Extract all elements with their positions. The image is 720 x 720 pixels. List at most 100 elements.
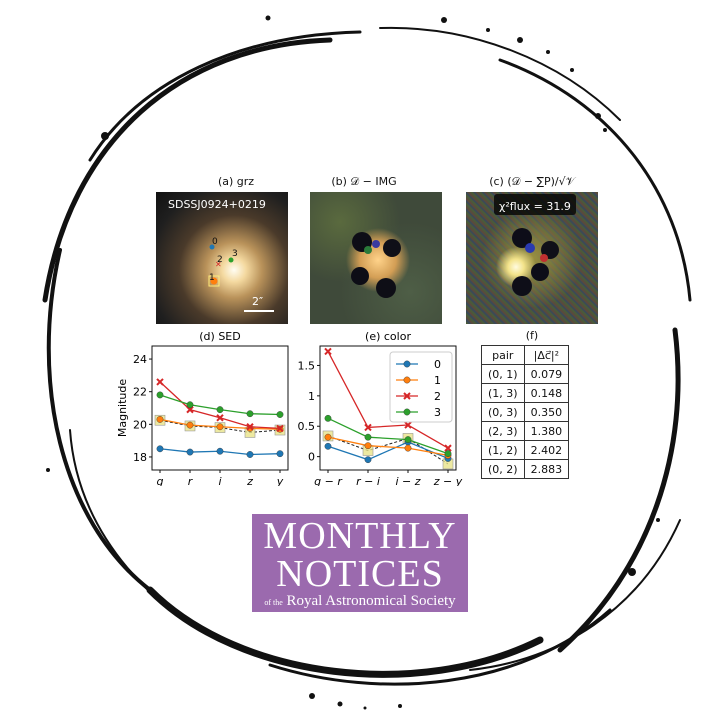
model-line [327, 435, 449, 465]
table-header-distance: |Δc⃗|² [523, 345, 570, 365]
source-label-3: 3 [232, 249, 238, 259]
data-point-2 [156, 378, 164, 386]
table-row: (0, 3) 0.350 [481, 402, 570, 422]
table-cell: 0.148 [523, 383, 570, 403]
data-point-2 [404, 421, 412, 429]
color-chart: (e) color 0 0.5 1 1.5 g − r r − i i − z z − y 0 1 2… [298, 330, 463, 486]
residual-blobs [351, 232, 401, 298]
y-tick-label: 18 [133, 451, 147, 464]
y-tick-label: 1 [308, 390, 315, 403]
scale-bar-label: 2″ [252, 295, 264, 308]
y-tick-label: 24 [133, 353, 147, 366]
x-tick-label: r [188, 475, 194, 486]
data-point-3 [216, 406, 224, 414]
table-cell: 1.380 [523, 421, 570, 441]
legend-label: 0 [434, 358, 441, 371]
y-axis-label: Magnitude [116, 379, 129, 438]
legend-marker [403, 408, 411, 416]
chi-label: χ²flux = 31.9 [499, 200, 571, 213]
table-row: (0, 2) 2.883 [481, 459, 570, 479]
legend-box [389, 351, 453, 423]
data-point-1 [324, 433, 332, 441]
data-point-3 [156, 391, 164, 399]
y-tick-label: 0.5 [298, 420, 316, 433]
scale-bar [244, 310, 274, 312]
journal-logo: MONTHLY NOTICES of the Royal Astronomica… [252, 514, 468, 612]
data-point-3 [404, 436, 412, 444]
data-point-1 [364, 442, 372, 450]
panel-c-title: (c) (𝒟 − ∑P)/√𝒱 [489, 175, 575, 188]
data-point-3 [276, 411, 284, 418]
data-point-3 [246, 410, 254, 418]
data-point-1 [156, 416, 164, 423]
data-point-1 [186, 421, 194, 429]
data-point-0 [246, 451, 254, 458]
table-cell: 2.883 [523, 459, 570, 479]
panel-b-residual-image [310, 192, 442, 324]
table-row: (0, 1) 0.079 [481, 364, 570, 384]
chi-label-box: χ²flux = 31.9 [494, 194, 576, 215]
x-tick-label: i − z [395, 475, 420, 486]
table-cell: (0, 2) [481, 459, 525, 479]
table-cell: (1, 2) [481, 440, 525, 460]
legend-marker [403, 392, 411, 400]
legend-marker [403, 360, 411, 368]
data-point-1 [404, 444, 412, 452]
y-tick-label: 22 [133, 386, 147, 399]
y-tick-label: 1.5 [298, 359, 316, 372]
series-line-2 [159, 381, 281, 430]
panel-a-title: (a) grz [217, 175, 255, 188]
y-tick-label: 0 [308, 451, 315, 464]
x-tick-label: y [276, 475, 284, 486]
data-point-2 [276, 424, 284, 433]
source-label-1: 1 [209, 273, 215, 283]
table-row: (1, 2) 2.402 [481, 440, 570, 460]
chi-blobs [512, 228, 559, 296]
sed-chart: (d) SED 18 20 22 24 g r i z y Magnitude [116, 330, 289, 486]
source-label-2: 2 [217, 255, 223, 265]
series-line-0 [327, 441, 449, 461]
x-tick-label: z − y [433, 475, 463, 486]
data-point-1 [216, 423, 224, 431]
series-line-3 [327, 417, 449, 455]
chart-title: (d) SED [199, 330, 240, 343]
table-cell: 0.079 [523, 364, 570, 384]
data-point-2 [444, 444, 452, 452]
series-line-1 [327, 436, 449, 457]
legend-label: 1 [434, 374, 441, 387]
chart-title: (e) color [365, 330, 411, 343]
panel-b-title: (b) 𝒟 − IMG [331, 175, 397, 188]
logo-line-2: NOTICES [276, 553, 444, 595]
table-cell: 2.402 [523, 440, 570, 460]
data-point-0 [324, 442, 332, 450]
y-tick-label: 20 [133, 418, 147, 431]
legend-label: 3 [434, 406, 441, 419]
table-cell: (0, 3) [481, 402, 525, 422]
panel-c-chi-image: χ²flux = 31.9 [466, 192, 598, 324]
svg-text:✕: ✕ [215, 260, 222, 269]
data-point-0 [276, 450, 284, 458]
table-header-pair: pair [481, 345, 525, 365]
panel-a-grz-image: SDSSJ0924+0219 ✕ 0 1 2 3 2″ [156, 192, 288, 324]
data-point-3 [364, 433, 372, 441]
table-cell: (0, 1) [481, 364, 525, 384]
series-line-2 [327, 351, 449, 449]
table-row: (1, 3) 0.148 [481, 383, 570, 403]
data-point-2 [246, 423, 254, 431]
data-point-2 [216, 414, 224, 422]
object-label: SDSSJ0924+0219 [168, 198, 266, 211]
source-markers: ✕ 0 1 2 3 [208, 237, 238, 287]
data-point-0 [186, 448, 194, 456]
source-label-0: 0 [212, 237, 218, 247]
data-point-2 [364, 423, 372, 432]
table-cell: (1, 3) [481, 383, 525, 403]
pair-distance-table: pair |Δc⃗|² (0, 1) 0.079 (1, 3) 0.148 (0, … [481, 345, 570, 479]
data-point-0 [216, 447, 224, 455]
table-cell: 0.350 [523, 402, 570, 422]
x-tick-label: g [157, 475, 164, 486]
data-point-0 [156, 445, 164, 453]
table-cell: (2, 3) [481, 421, 525, 441]
logo-line-1: MONTHLY [263, 515, 457, 557]
data-point-2 [324, 347, 332, 356]
